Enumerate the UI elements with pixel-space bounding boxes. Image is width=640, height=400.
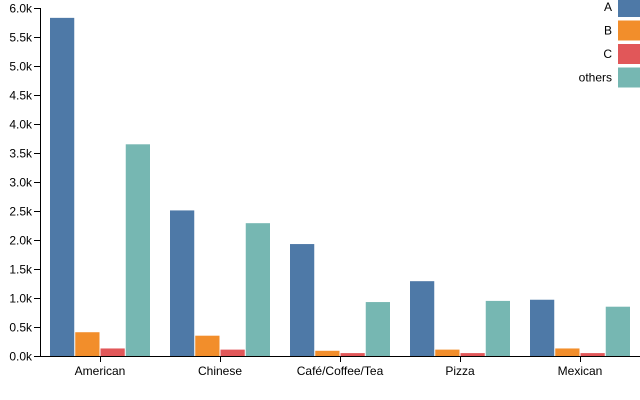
legend-swatch-others	[618, 67, 640, 88]
bar-A-3	[410, 281, 435, 356]
bar-others-1	[245, 223, 270, 356]
bar-A-4	[530, 299, 555, 356]
y-tick-label: 5.5k	[9, 31, 33, 45]
bar-C-1	[220, 349, 245, 356]
y-tick-label: 0.0k	[9, 350, 33, 364]
bar-others-4	[605, 306, 630, 356]
legend-label-others: others	[579, 71, 612, 85]
legend-swatch-A	[618, 0, 640, 17]
x-category-label: Chinese	[198, 364, 242, 378]
y-tick-label: 4.5k	[9, 89, 33, 103]
bar-C-0	[100, 348, 125, 356]
y-tick-label: 6.0k	[9, 2, 33, 16]
legend-label-B: B	[604, 24, 612, 38]
legend-label-C: C	[603, 47, 612, 61]
y-tick-label: 3.5k	[9, 147, 33, 161]
bar-B-0	[75, 332, 100, 356]
y-tick-label: 3.0k	[9, 176, 33, 190]
y-tick-label: 2.0k	[9, 234, 33, 248]
bar-A-0	[50, 17, 75, 357]
x-category-label: Café/Coffee/Tea	[297, 364, 384, 378]
bar-others-2	[365, 302, 390, 356]
bar-C-4	[580, 353, 605, 356]
y-tick-label: 2.5k	[9, 205, 33, 219]
bar-A-1	[170, 210, 195, 356]
y-tick-label: 4.0k	[9, 118, 33, 132]
bar-C-2	[340, 353, 365, 356]
bar-B-1	[195, 335, 220, 356]
legend-label-A: A	[604, 0, 612, 14]
y-tick-label: 1.0k	[9, 292, 33, 306]
y-tick-label: 1.5k	[9, 263, 33, 277]
bar-B-2	[315, 350, 340, 356]
x-category-label: Mexican	[558, 364, 603, 378]
bar-B-3	[435, 349, 460, 356]
legend-swatch-C	[618, 44, 640, 64]
x-category-label: Pizza	[445, 364, 475, 378]
x-category-label: American	[75, 364, 126, 378]
legend-swatch-B	[618, 20, 640, 41]
y-tick-label: 0.5k	[9, 321, 33, 335]
bars	[50, 17, 630, 357]
bar-B-4	[555, 348, 580, 356]
x-axis: American Chinese Café/Coffee/Tea Pizza Mexic…	[40, 356, 640, 378]
bar-others-3	[485, 300, 510, 356]
y-axis: 0.0k 0.5k 1.0k 1.5k 2.0k 2.5k 3.0k 3.5k 4.0k 4.5k…	[9, 2, 41, 364]
y-tick-label: 5.0k	[9, 60, 33, 74]
bar-C-3	[460, 353, 485, 356]
bar-A-2	[290, 244, 315, 356]
bar-others-0	[125, 144, 150, 356]
